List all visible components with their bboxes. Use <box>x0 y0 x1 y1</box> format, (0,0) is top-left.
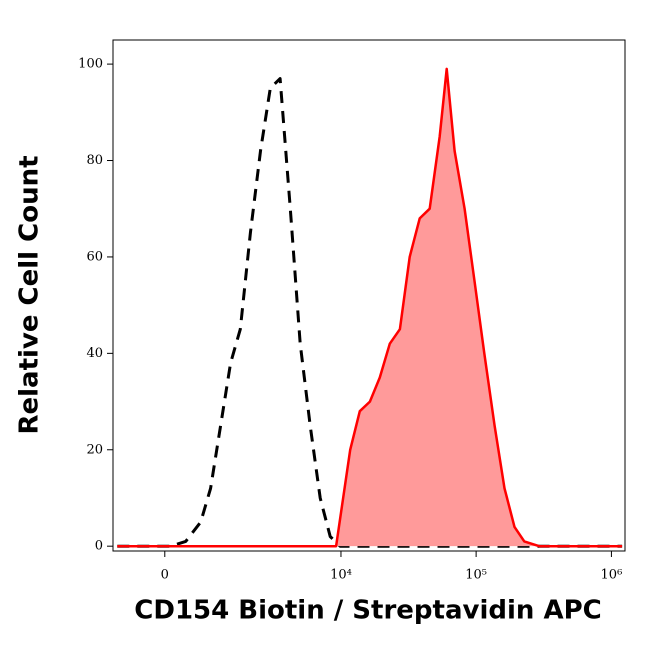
y-axis-title: Relative Cell Count <box>15 155 45 434</box>
y-tick-label: 80 <box>86 153 103 168</box>
y-tick-label: 40 <box>86 346 103 361</box>
x-tick-label: 10⁴ <box>330 568 352 583</box>
plot-frame <box>112 39 626 552</box>
histogram-area <box>117 68 623 547</box>
histogram-line <box>117 77 623 548</box>
x-tick-label: 10⁵ <box>465 568 487 583</box>
x-tick-label: 0 <box>161 568 169 583</box>
y-tick-label: 100 <box>78 57 103 72</box>
x-axis-title: CD154 Biotin / Streptavidin APC <box>134 596 601 626</box>
y-tick-label: 20 <box>86 442 103 457</box>
histogram-line <box>117 67 623 548</box>
x-tick-label: 10⁶ <box>601 568 623 583</box>
y-tick-label: 60 <box>86 249 103 264</box>
y-tick-label: 0 <box>95 539 103 554</box>
